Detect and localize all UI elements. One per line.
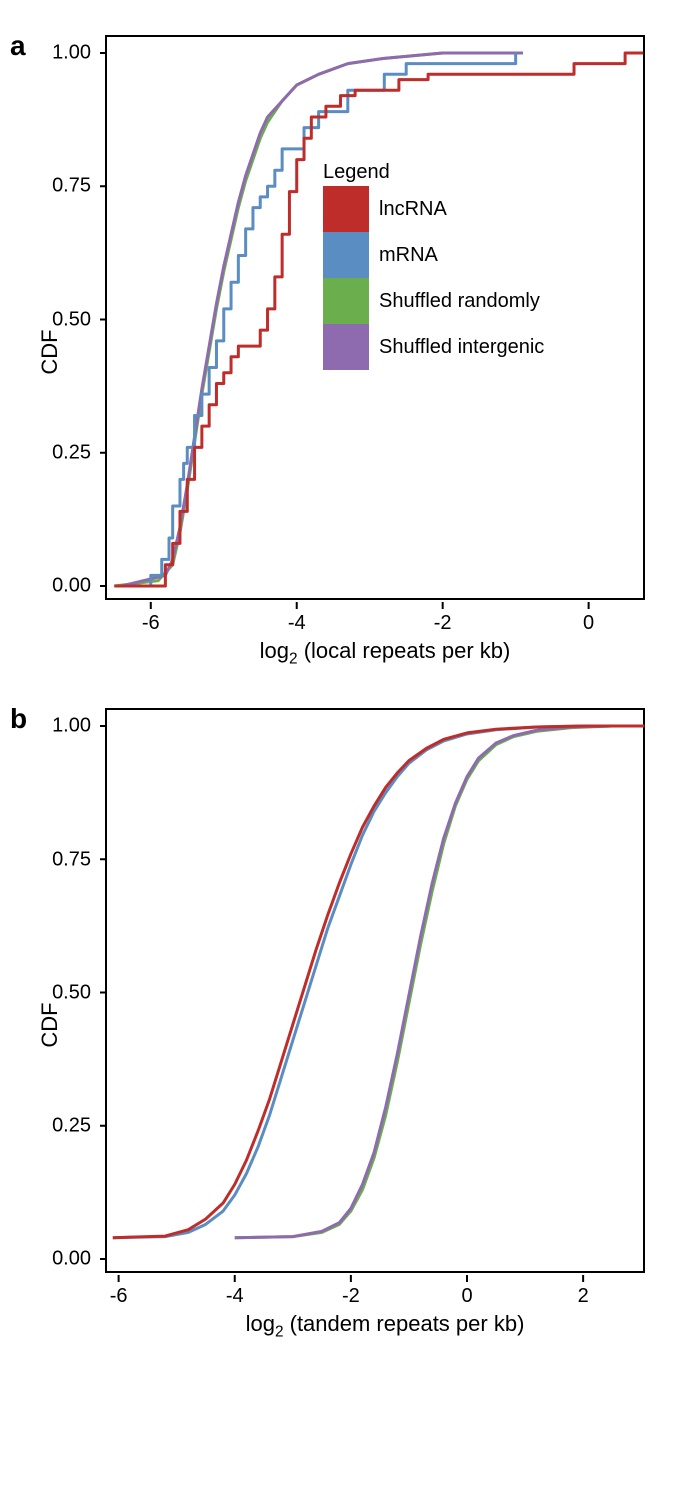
legend-item: lncRNA (323, 186, 544, 232)
series-shuffled_randomly (235, 726, 644, 1238)
panel-b: b CDF -6-4-2020.000.250.500.751.00 log2 … (20, 708, 665, 1341)
series-mRNA (113, 726, 644, 1238)
panel-b-label: b (10, 703, 27, 735)
panel-b-xlabel: log2 (tandem repeats per kb) (105, 1311, 665, 1341)
panel-a-ylabel: CDF (37, 329, 63, 374)
legend-label: Shuffled randomly (379, 290, 540, 313)
xtick-label: -4 (226, 1285, 244, 1308)
ytick-label: 0.75 (52, 175, 91, 198)
ytick-label: 1.00 (52, 715, 91, 738)
xtick-label: 0 (461, 1285, 472, 1308)
xtick-label: 2 (578, 1285, 589, 1308)
panel-b-ylabel: CDF (37, 1002, 63, 1047)
ytick-label: 0.50 (52, 308, 91, 331)
figure-container: a CDF -6 -4 -2 0 0.00 0.25 0.50 0.75 1.00 Legend l… (0, 0, 685, 1402)
legend-item: Shuffled randomly (323, 278, 544, 324)
legend-label: lncRNA (379, 198, 447, 221)
panel-a-plot: -6-4-200.000.250.500.751.00LegendlncRNAm… (105, 35, 645, 600)
ytick-label: 0.25 (52, 1115, 91, 1138)
legend-swatch (323, 324, 369, 370)
xtick-label: -4 (288, 612, 306, 635)
ytick-label: 0.00 (52, 575, 91, 598)
plot-svg (107, 710, 647, 1275)
ytick-label: 0.50 (52, 981, 91, 1004)
xtick-label: -6 (142, 612, 160, 635)
series-shuffled_intergenic (235, 726, 644, 1238)
legend-swatch (323, 232, 369, 278)
legend-swatch (323, 186, 369, 232)
legend-label: Shuffled intergenic (379, 336, 544, 359)
legend-title: Legend (323, 161, 544, 184)
panel-b-plot: -6-4-2020.000.250.500.751.00 (105, 708, 645, 1273)
legend-item: mRNA (323, 232, 544, 278)
legend-swatch (323, 278, 369, 324)
xtick-label: -2 (434, 612, 452, 635)
xtick-label: -6 (110, 1285, 128, 1308)
legend-item: Shuffled intergenic (323, 324, 544, 370)
xtick-label: 0 (583, 612, 594, 635)
panel-a-label: a (10, 30, 26, 62)
panel-a-xlabel: log2 (local repeats per kb) (105, 638, 665, 668)
ytick-label: 0.25 (52, 441, 91, 464)
legend-label: mRNA (379, 244, 438, 267)
ytick-label: 1.00 (52, 41, 91, 64)
xtick-label: -2 (342, 1285, 360, 1308)
legend: Legend lncRNA mRNA Shuffled randomly Shuffle… (323, 161, 544, 370)
panel-a: a CDF -6-4-200.000.250.500.751.00Legendl… (20, 35, 665, 668)
ytick-label: 0.75 (52, 848, 91, 871)
ytick-label: 0.00 (52, 1248, 91, 1271)
